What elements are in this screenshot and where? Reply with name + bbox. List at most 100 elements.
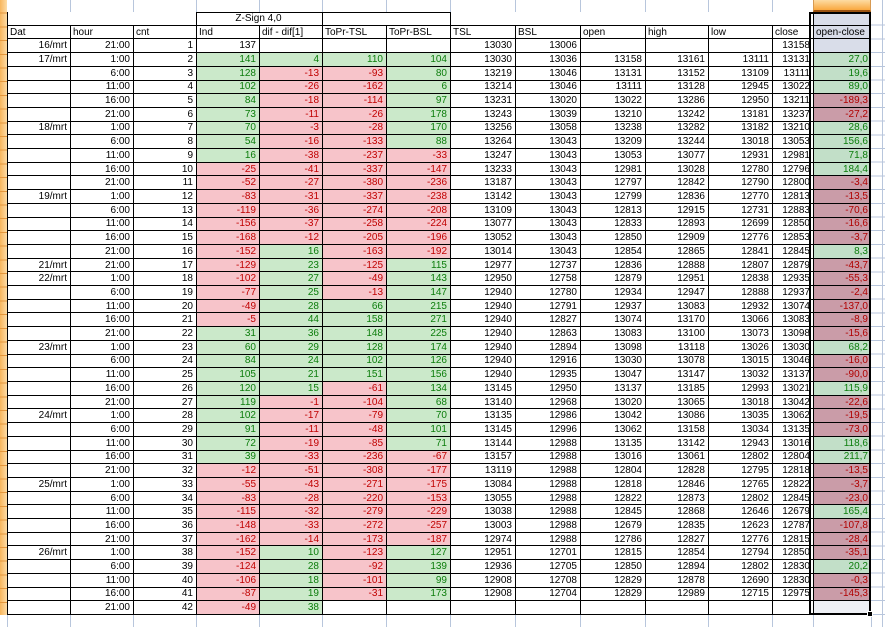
cell[interactable]: -156 xyxy=(197,218,260,232)
cell[interactable]: 13043 xyxy=(516,204,581,218)
cell[interactable]: 19 xyxy=(260,588,323,602)
cell[interactable]: 39 xyxy=(197,451,260,465)
cell[interactable]: 12940 xyxy=(451,300,516,314)
cell[interactable]: 8,3 xyxy=(814,245,872,259)
cell[interactable]: -33 xyxy=(260,451,323,465)
cell[interactable]: 15 xyxy=(260,382,323,396)
cell[interactable]: 13028 xyxy=(646,163,709,177)
cell[interactable]: -19,5 xyxy=(814,409,872,423)
cell[interactable]: 13034 xyxy=(709,423,773,437)
cell[interactable]: 12795 xyxy=(709,464,773,478)
cell[interactable]: -3,7 xyxy=(814,231,872,245)
cell[interactable]: 13046 xyxy=(516,67,581,81)
cell[interactable]: 13073 xyxy=(709,327,773,341)
cell[interactable] xyxy=(8,588,71,602)
cell[interactable]: -187 xyxy=(387,533,451,547)
column-header-high[interactable]: high xyxy=(646,26,709,40)
cell[interactable] xyxy=(646,601,709,615)
cell[interactable]: 101 xyxy=(387,423,451,437)
cell[interactable]: 12800 xyxy=(773,176,814,190)
cell[interactable]: 271 xyxy=(387,313,451,327)
cell[interactable]: -41 xyxy=(260,163,323,177)
cell[interactable]: 13282 xyxy=(646,122,709,136)
cell[interactable] xyxy=(8,286,71,300)
cell[interactable]: 13211 xyxy=(773,94,814,108)
cell[interactable]: 105 xyxy=(197,368,260,382)
cell[interactable]: -70,6 xyxy=(814,204,872,218)
cell[interactable]: 28 xyxy=(260,300,323,314)
cell[interactable]: 173 xyxy=(387,588,451,602)
cell[interactable]: 99 xyxy=(387,574,451,588)
cell[interactable]: -23,0 xyxy=(814,492,872,506)
cell[interactable]: -119 xyxy=(197,204,260,218)
cell[interactable]: 28 xyxy=(134,409,197,423)
cell[interactable]: -337 xyxy=(323,163,387,177)
cell[interactable]: 12894 xyxy=(646,560,709,574)
cell[interactable]: 12818 xyxy=(773,464,814,478)
cell[interactable]: 170 xyxy=(387,122,451,136)
cell[interactable]: -11 xyxy=(260,108,323,122)
cell[interactable]: 12731 xyxy=(709,204,773,218)
cell[interactable]: 22 xyxy=(134,327,197,341)
cell[interactable]: 12799 xyxy=(581,190,646,204)
cell[interactable]: -102 xyxy=(197,272,260,286)
cell[interactable]: 13144 xyxy=(451,437,516,451)
cell[interactable]: 6:00 xyxy=(71,560,134,574)
cell[interactable]: 21:00 xyxy=(71,39,134,53)
cell[interactable]: -31 xyxy=(260,190,323,204)
cell[interactable]: -101 xyxy=(323,574,387,588)
cell[interactable]: 156 xyxy=(387,368,451,382)
cell[interactable] xyxy=(516,601,581,615)
cell[interactable] xyxy=(8,300,71,314)
cell[interactable]: -308 xyxy=(323,464,387,478)
cell[interactable]: 16:00 xyxy=(71,451,134,465)
cell[interactable]: 13233 xyxy=(451,163,516,177)
column-header-topr-tsl[interactable]: ToPr-TSL xyxy=(323,26,387,40)
cell[interactable]: 38 xyxy=(260,601,323,615)
cell[interactable]: 12988 xyxy=(516,464,581,478)
cell[interactable]: 12989 xyxy=(646,588,709,602)
cell[interactable]: 13055 xyxy=(451,492,516,506)
cell[interactable]: 13043 xyxy=(516,135,581,149)
cell[interactable]: 12940 xyxy=(451,341,516,355)
cell[interactable]: 12813 xyxy=(581,204,646,218)
cell[interactable]: -192 xyxy=(387,245,451,259)
cell[interactable]: 12804 xyxy=(773,451,814,465)
cell[interactable]: -27,2 xyxy=(814,108,872,122)
cell[interactable]: 13187 xyxy=(451,176,516,190)
cell[interactable]: 10 xyxy=(134,163,197,177)
cell[interactable] xyxy=(8,218,71,232)
cell[interactable] xyxy=(8,176,71,190)
cell[interactable]: 12868 xyxy=(646,505,709,519)
cell[interactable]: 21:00 xyxy=(71,327,134,341)
cell[interactable]: 13021 xyxy=(773,382,814,396)
cell[interactable]: 225 xyxy=(387,327,451,341)
cell[interactable]: 13006 xyxy=(516,39,581,53)
cell[interactable]: 17/mrt xyxy=(8,53,71,67)
cell[interactable]: -175 xyxy=(387,478,451,492)
cell[interactable]: 12888 xyxy=(709,286,773,300)
cell-empty[interactable] xyxy=(8,12,197,26)
column-header-open-close[interactable]: open-close xyxy=(814,26,872,40)
cell[interactable]: 13256 xyxy=(451,122,516,136)
cell-empty-selected[interactable] xyxy=(814,12,872,26)
cell[interactable]: 3 xyxy=(134,67,197,81)
cell[interactable]: 12988 xyxy=(516,492,581,506)
cell[interactable]: 23 xyxy=(134,341,197,355)
cell[interactable]: 118,6 xyxy=(814,437,872,451)
cell[interactable]: 12836 xyxy=(581,259,646,273)
cell[interactable]: -85 xyxy=(323,437,387,451)
cell[interactable]: -93 xyxy=(323,67,387,81)
cell[interactable]: 71,8 xyxy=(814,149,872,163)
cell[interactable]: -83 xyxy=(197,190,260,204)
cell[interactable]: 12646 xyxy=(709,505,773,519)
cell[interactable] xyxy=(323,601,387,615)
cell[interactable]: -12 xyxy=(197,464,260,478)
cell[interactable]: 20,2 xyxy=(814,560,872,574)
cell[interactable]: 6:00 xyxy=(71,204,134,218)
cell[interactable]: -12 xyxy=(260,231,323,245)
cell[interactable]: 42 xyxy=(134,601,197,615)
cell[interactable]: 13042 xyxy=(581,409,646,423)
cell[interactable]: 13209 xyxy=(581,135,646,149)
cell[interactable]: -49 xyxy=(197,601,260,615)
